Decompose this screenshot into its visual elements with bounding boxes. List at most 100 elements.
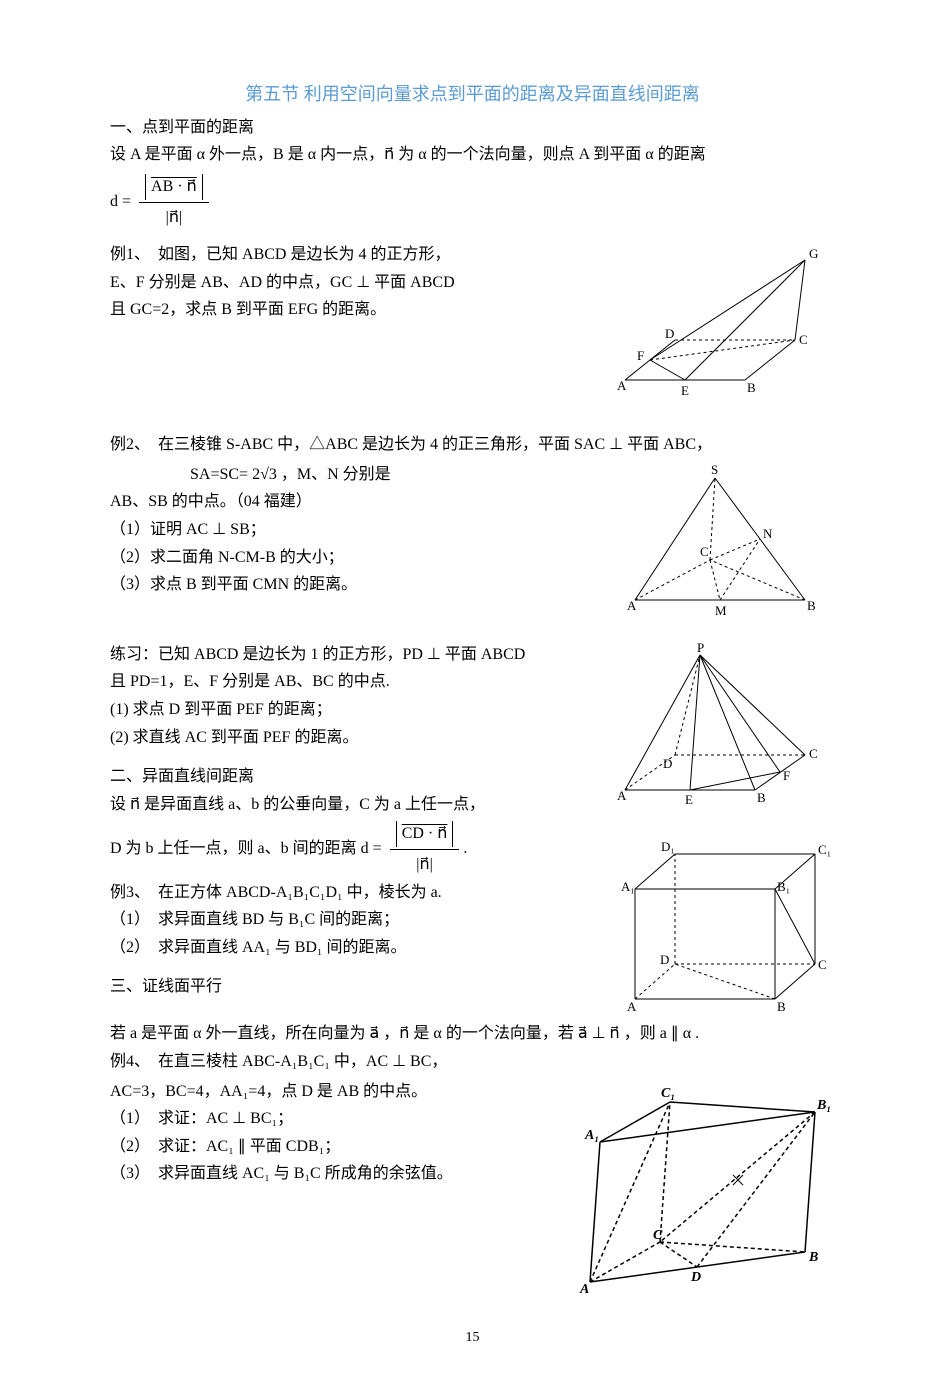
lbl-C: C <box>653 1228 663 1243</box>
ex2-l2: SA=SC= 2√3 ，M、N 分别是 <box>110 462 605 488</box>
section1-intro: 设 A 是平面 α 外一点，B 是 α 内一点，n⃗ 为 α 的一个法向量，则点… <box>110 142 835 168</box>
lbl-G: G <box>809 246 818 261</box>
figure-ex1: A B C D E F G <box>595 240 835 410</box>
ex4-l2: AC=3，BC=4，AA₁=4，点 D 是 AB 的中点。 <box>110 1079 555 1105</box>
formula-numerator: AB · n⃗ <box>151 178 197 195</box>
lbl-C: C <box>809 746 818 761</box>
lbl-C1: C₁ <box>661 1086 675 1101</box>
figure-ex3: A B C D A₁ B₁ C₁ D₁ <box>605 819 835 1019</box>
edge-EG <box>685 260 805 380</box>
lbl-D: D <box>690 1270 701 1285</box>
formula2-denominator: |n⃗| <box>416 856 433 873</box>
formula-distance-point-plane: d = AB · n⃗ |n⃗| <box>110 174 835 230</box>
formula-denominator: |n⃗| <box>166 209 183 226</box>
formula2-prefix: D 为 b 上任一点，则 a、b 间的距离 d = <box>110 840 382 857</box>
edge-AD-b <box>635 964 675 999</box>
ex2-label: 例2、 <box>110 436 142 453</box>
edge-CM <box>710 560 720 600</box>
lbl-S: S <box>711 462 718 477</box>
edge-CG <box>795 260 805 340</box>
page-title: 第五节 利用空间向量求点到平面的距离及异面直线间距离 <box>110 80 835 109</box>
edge-AC <box>635 560 710 600</box>
lbl-D1: D₁ <box>661 839 675 854</box>
practice-label: 练习： <box>110 646 158 663</box>
lbl-F: F <box>783 768 790 783</box>
edge-DB1 <box>697 1112 815 1267</box>
ex1-l1: 如图，已知 ABCD 是边长为 4 的正方形， <box>158 246 450 263</box>
ex4-label: 例4、 <box>110 1053 142 1070</box>
practice-q2: (2) 求直线 AC 到平面 PEF 的距离。 <box>110 725 595 751</box>
section3-heading: 三、证线面平行 <box>110 974 595 1000</box>
ex4-q3: （3） 求异面直线 AC₁ 与 B₁C 所成角的余弦值。 <box>110 1161 555 1187</box>
ex3-l1: 在正方体 ABCD-A₁B₁C₁D₁ 中，棱长为 a. <box>158 884 442 901</box>
edge-A1B1 <box>600 1112 815 1142</box>
practice-row: 练习：已知 ABCD 是边长为 1 的正方形，PD ⊥ 平面 ABCD 且 PD… <box>110 640 835 820</box>
section3-intro: 若 a 是平面 α 外一直线，所在向量为 a⃗ ，n⃗ 是 α 的一个法向量，若… <box>110 1021 835 1047</box>
lbl-E: E <box>681 383 689 398</box>
edge-SA <box>635 478 715 600</box>
edge-BC-b <box>775 964 815 999</box>
figure-practice: A B C D E F P <box>605 640 835 810</box>
ex4-q1: （1） 求证：AC ⊥ BC₁； <box>110 1106 555 1132</box>
edge-EF <box>690 772 780 790</box>
lbl-B: B <box>757 790 766 805</box>
edge-AA1 <box>590 1142 600 1282</box>
lbl-B: B <box>777 999 786 1014</box>
lbl-C: C <box>818 957 827 972</box>
document-page: 第五节 利用空间向量求点到平面的距离及异面直线间距离 一、点到平面的距离 设 A… <box>0 0 945 1389</box>
example3-text: D 为 b 上任一点，则 a、b 间的距离 d = CD · n⃗ |n⃗| .… <box>110 819 595 1002</box>
example4-row: AC=3，BC=4，AA₁=4，点 D 是 AB 的中点。 （1） 求证：AC … <box>110 1077 835 1297</box>
lbl-D: D <box>663 756 672 771</box>
lbl-E: E <box>685 792 693 807</box>
example2-text: SA=SC= 2√3 ，M、N 分别是 AB、SB 的中点。（04 福建） （1… <box>110 460 605 600</box>
figure-ex4: A B C D A₁ B₁ C₁ <box>565 1077 835 1297</box>
ex1-svg: A B C D E F G <box>595 240 835 410</box>
example3-row: D 为 b 上任一点，则 a、b 间的距离 d = CD · n⃗ |n⃗| .… <box>110 819 835 1019</box>
edge-AC <box>590 1242 660 1282</box>
ex4-svg: A B C D A₁ B₁ C₁ <box>565 1077 835 1297</box>
ex1-l3: 且 GC=2，求点 B 到平面 EFG 的距离。 <box>110 297 585 323</box>
edge-CP <box>700 655 805 755</box>
fraction: AB · n⃗ |n⃗| <box>139 174 209 230</box>
edge-CB <box>660 1242 805 1252</box>
lbl-B: B <box>807 598 816 613</box>
edge-A1D1 <box>635 854 675 889</box>
practice-q1: (1) 求点 D 到平面 PEF 的距离； <box>110 697 595 723</box>
ex2-line1: 例2、 在三棱锥 S-ABC 中，△ABC 是边长为 4 的正三角形，平面 SA… <box>110 432 835 458</box>
lbl-A1: A₁ <box>584 1128 599 1143</box>
ex4-q2: （2） 求证：AC₁ ∥ 平面 CDB₁； <box>110 1134 555 1160</box>
lbl-B: B <box>808 1250 818 1265</box>
example1-row: 例1、 如图，已知 ABCD 是边长为 4 的正方形， E、F 分别是 AB、A… <box>110 240 835 410</box>
ex2-q1: （1）证明 AC ⊥ SB； <box>110 517 605 543</box>
page-number: 15 <box>110 1327 835 1349</box>
edge-SC <box>710 478 715 560</box>
lbl-A: A <box>617 378 627 393</box>
figure-ex2: A B C S M N <box>615 460 835 620</box>
lbl-A: A <box>627 999 637 1014</box>
ex4-l1: 在直三棱柱 ABC-A₁B₁C₁ 中，AC ⊥ BC， <box>158 1053 447 1070</box>
lbl-B1: B₁ <box>816 1098 831 1113</box>
formula-prefix: d = <box>110 193 131 210</box>
ex1-l2: E、F 分别是 AB、AD 的中点，GC ⊥ 平面 ABCD <box>110 270 585 296</box>
ex3-svg: A B C D A₁ B₁ C₁ D₁ <box>605 819 835 1019</box>
ex2-l3: AB、SB 的中点。（04 福建） <box>110 489 605 515</box>
practice-text: 练习：已知 ABCD 是边长为 1 的正方形，PD ⊥ 平面 ABCD 且 PD… <box>110 640 595 820</box>
practice-svg: A B C D E F P <box>605 640 835 810</box>
lbl-M: M <box>715 603 727 618</box>
formula2-numerator: CD · n⃗ <box>402 825 448 842</box>
ex2-q3: （3）求点 B 到平面 CMN 的距离。 <box>110 572 605 598</box>
practice-l2: 且 PD=1，E、F 分别是 AB、BC 的中点. <box>110 669 595 695</box>
edge-EP <box>690 655 700 790</box>
section2-formula: D 为 b 上任一点，则 a、b 间的距离 d = CD · n⃗ |n⃗| . <box>110 821 595 877</box>
section1-heading: 一、点到平面的距离 <box>110 115 835 141</box>
lbl-P: P <box>697 640 704 655</box>
edge-C1B1 <box>670 1102 815 1112</box>
edge-CC1 <box>660 1102 670 1242</box>
lbl-F: F <box>637 348 644 363</box>
lbl-C: C <box>700 544 709 559</box>
ex2-svg: A B C S M N <box>615 460 835 620</box>
section2-heading: 二、异面直线间距离 <box>110 764 595 790</box>
example1-text: 例1、 如图，已知 ABCD 是边长为 4 的正方形， E、F 分别是 AB、A… <box>110 240 585 325</box>
lbl-A: A <box>579 1282 589 1297</box>
lbl-A: A <box>617 788 627 803</box>
